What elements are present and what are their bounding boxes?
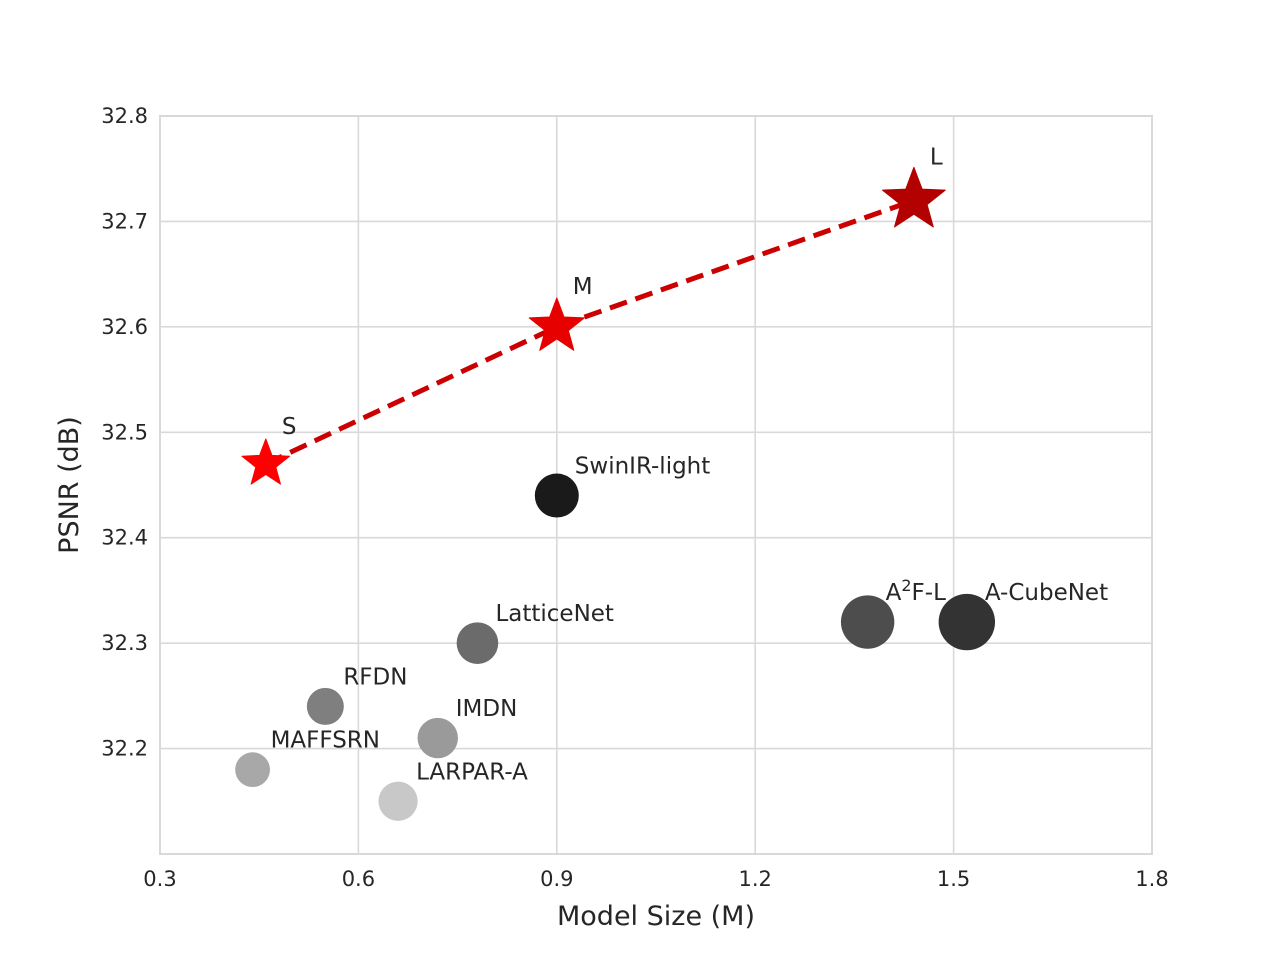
y-tick-label: 32.7	[101, 209, 148, 233]
y-tick-label: 32.5	[101, 420, 148, 444]
x-tick-label: 1.5	[937, 867, 970, 891]
point-label-a-cubenet: A-CubeNet	[985, 580, 1108, 606]
point-label-rfdn: RFDN	[343, 664, 407, 690]
y-tick-labels: 32.2 32.3 32.4 32.5 32.6 32.7 32.8	[101, 104, 148, 761]
point-a-cubenet	[938, 593, 996, 651]
x-axis-label: Model Size (M)	[557, 901, 755, 932]
point-label-swinir-light: SwinIR-light	[575, 454, 710, 480]
star-label-m: M	[573, 274, 593, 300]
point-label-imdn: IMDN	[456, 696, 518, 722]
y-tick-label: 32.4	[101, 526, 148, 550]
point-swinir-light	[534, 473, 579, 518]
x-tick-label: 0.3	[143, 867, 176, 891]
method-points: SwinIR-light A2F-L A-CubeNet LatticeNet RFDN…	[235, 454, 1108, 821]
point-label-larpar-a: LARPAR-A	[416, 759, 528, 785]
y-axis-label: PSNR (dB)	[54, 416, 85, 554]
y-tick-label: 32.6	[101, 315, 148, 339]
point-af-l	[840, 595, 895, 649]
x-tick-label: 1.2	[738, 867, 771, 891]
star-label-l: L	[930, 144, 943, 170]
x-tick-label: 0.6	[342, 867, 375, 891]
x-tick-label: 0.9	[540, 867, 573, 891]
y-tick-label: 32.2	[101, 737, 148, 761]
point-label-maffsrn: MAFFSRN	[271, 728, 380, 754]
y-tick-label: 32.3	[101, 631, 148, 655]
proposed-dashed-line	[264, 197, 915, 467]
x-tick-label: 1.8	[1135, 867, 1168, 891]
point-label-latticenet: LatticeNet	[495, 601, 614, 627]
star-m	[528, 297, 585, 351]
star-l	[882, 166, 946, 228]
point-label-af-l: A2F-L	[886, 576, 946, 606]
point-imdn	[417, 717, 458, 759]
star-label-s: S	[282, 414, 297, 440]
point-larpar-a	[378, 781, 418, 821]
plot-frame	[159, 115, 1153, 855]
proposed-series: S M L	[241, 144, 946, 485]
y-tick-label: 32.8	[101, 104, 148, 128]
point-latticenet	[456, 622, 499, 664]
x-tick-labels: 0.3 0.6 0.9 1.2 1.5 1.8	[143, 867, 1168, 891]
point-maffsrn	[235, 752, 270, 788]
star-s	[241, 438, 291, 485]
point-rfdn	[306, 687, 344, 725]
